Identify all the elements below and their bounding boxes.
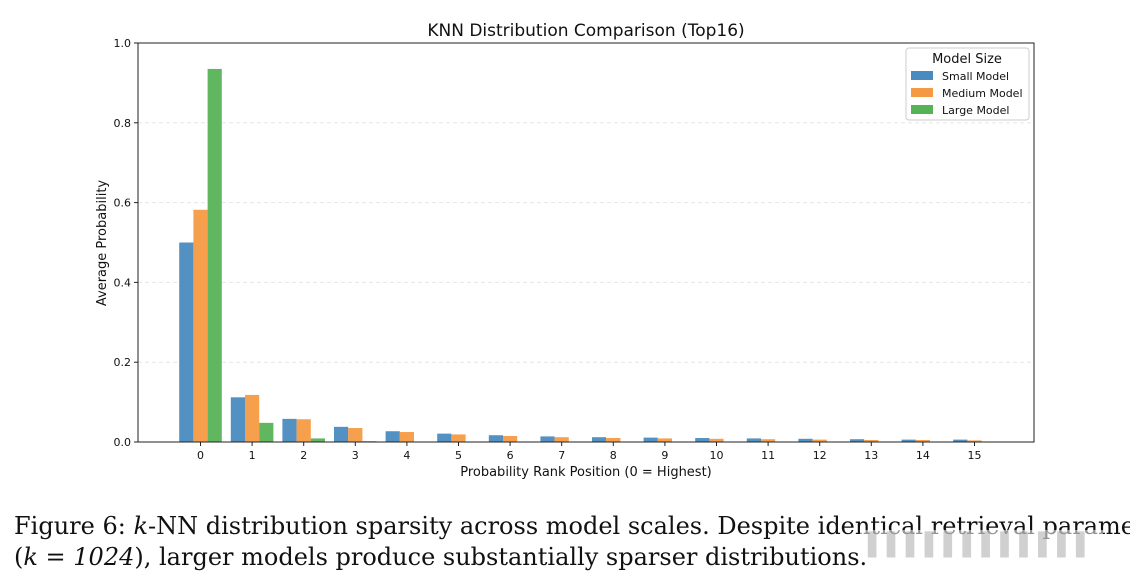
bar-small-model [230, 397, 245, 442]
legend-box [905, 47, 1030, 121]
bar-medium-model [915, 440, 930, 442]
bar-medium-model [554, 437, 569, 442]
bar-small-model [901, 439, 916, 442]
legend-swatch [911, 88, 933, 97]
x-axis-ticks: 0 1 2 3 4 5 6 7 8 9 10 11 12 13 14 15 [197, 442, 982, 462]
bars [179, 68, 996, 442]
bar-medium-model [296, 419, 311, 442]
bar-small-model [643, 437, 658, 442]
legend-swatch [911, 105, 933, 114]
x-tick-label: 1 [249, 449, 256, 462]
y-axis-ticks: 0.0 0.2 0.4 0.6 0.8 1.0 [114, 37, 138, 449]
bar-small-model [179, 242, 194, 442]
x-tick-label: 7 [558, 449, 565, 462]
x-tick-label: 14 [916, 449, 930, 462]
legend-swatch [911, 71, 933, 80]
x-tick-label: 11 [761, 449, 775, 462]
legend-label: Large Model [942, 104, 1009, 117]
bar-small-model [437, 433, 452, 442]
x-tick-label: 13 [864, 449, 878, 462]
legend-entries: Small Model Medium Model Large Model [911, 70, 1023, 117]
y-tick-label: 0.0 [114, 436, 132, 449]
x-axis-label: Probability Rank Position (0 = Highest) [460, 465, 712, 480]
legend-title: Model Size [932, 52, 1002, 67]
gridlines [138, 42, 1034, 443]
bar-large-model [259, 422, 274, 442]
bar-large-model [310, 438, 325, 442]
y-tick-label: 0.4 [114, 276, 132, 289]
caption-paren-open: ( [14, 543, 24, 571]
figure-caption: Figure 6: k-NN distribution sparsity acr… [14, 511, 1130, 573]
x-tick-label: 15 [968, 449, 982, 462]
x-tick-label: 3 [352, 449, 359, 462]
x-tick-label: 10 [710, 449, 724, 462]
caption-line2-text: ), larger models produce substantially s… [134, 543, 868, 571]
legend-label: Small Model [942, 70, 1009, 83]
legend: Model Size Small Model Medium Model Large … [905, 47, 1030, 121]
y-tick-label: 0.8 [114, 117, 132, 130]
bar-small-model [282, 418, 297, 442]
bar-small-model [540, 436, 555, 442]
caption-prefix: Figure 6: [14, 512, 134, 540]
bar-small-model [334, 426, 349, 442]
caption-k-symbol: k [133, 512, 148, 540]
x-tick-label: 9 [661, 449, 668, 462]
y-tick-label: 1.0 [114, 37, 132, 50]
bar-small-model [592, 437, 607, 442]
caption-line-1: Figure 6: k-NN distribution sparsity acr… [14, 511, 1130, 542]
y-axis-label: Average Probability [95, 180, 110, 307]
caption-line-2: (k = 1024), larger models produce substa… [14, 542, 1124, 573]
bar-medium-model [657, 438, 672, 442]
bar-medium-model [812, 439, 827, 442]
x-tick-label: 8 [610, 449, 617, 462]
bar-medium-model [709, 438, 724, 442]
bar-medium-model [451, 434, 466, 442]
bar-small-model [746, 438, 761, 442]
bar-medium-model [193, 209, 208, 442]
bar-medium-model [761, 439, 776, 442]
bar-large-model [207, 68, 222, 442]
bar-medium-model [245, 394, 260, 442]
x-tick-label: 12 [813, 449, 827, 462]
watermark: ▌▌▌▌▌▌▌▌▌▌▌▌ [860, 530, 1104, 562]
chart: 0.00.20.40.60.81.0 0 1 2 3 4 5 6 7 8 9 10 11 12 13 14 1… [95, 21, 1035, 480]
chart-title: KNN Distribution Comparison (Top16) [427, 21, 744, 41]
x-tick-label: 6 [507, 449, 514, 462]
bar-medium-model [503, 436, 518, 442]
caption-k-equals: k = 1024 [23, 543, 135, 571]
x-tick-label: 2 [300, 449, 307, 462]
bar-medium-model [864, 440, 879, 442]
bar-medium-model [348, 428, 363, 442]
plot-frame [137, 42, 1035, 443]
y-tick-label: 0.6 [114, 197, 132, 210]
x-tick-label: 0 [197, 449, 204, 462]
bar-small-model [953, 439, 968, 442]
x-tick-label: 5 [455, 449, 462, 462]
x-tick-label: 4 [403, 449, 410, 462]
bar-medium-model [399, 432, 414, 442]
bar-small-model [385, 431, 400, 442]
bar-small-model [850, 439, 865, 442]
bar-small-model [488, 435, 503, 442]
bar-small-model [798, 438, 813, 442]
legend-label: Medium Model [942, 87, 1023, 100]
bar-medium-model [606, 438, 621, 442]
y-tick-label: 0.2 [114, 356, 132, 369]
bar-small-model [695, 438, 710, 442]
bar-medium-model [967, 440, 982, 442]
